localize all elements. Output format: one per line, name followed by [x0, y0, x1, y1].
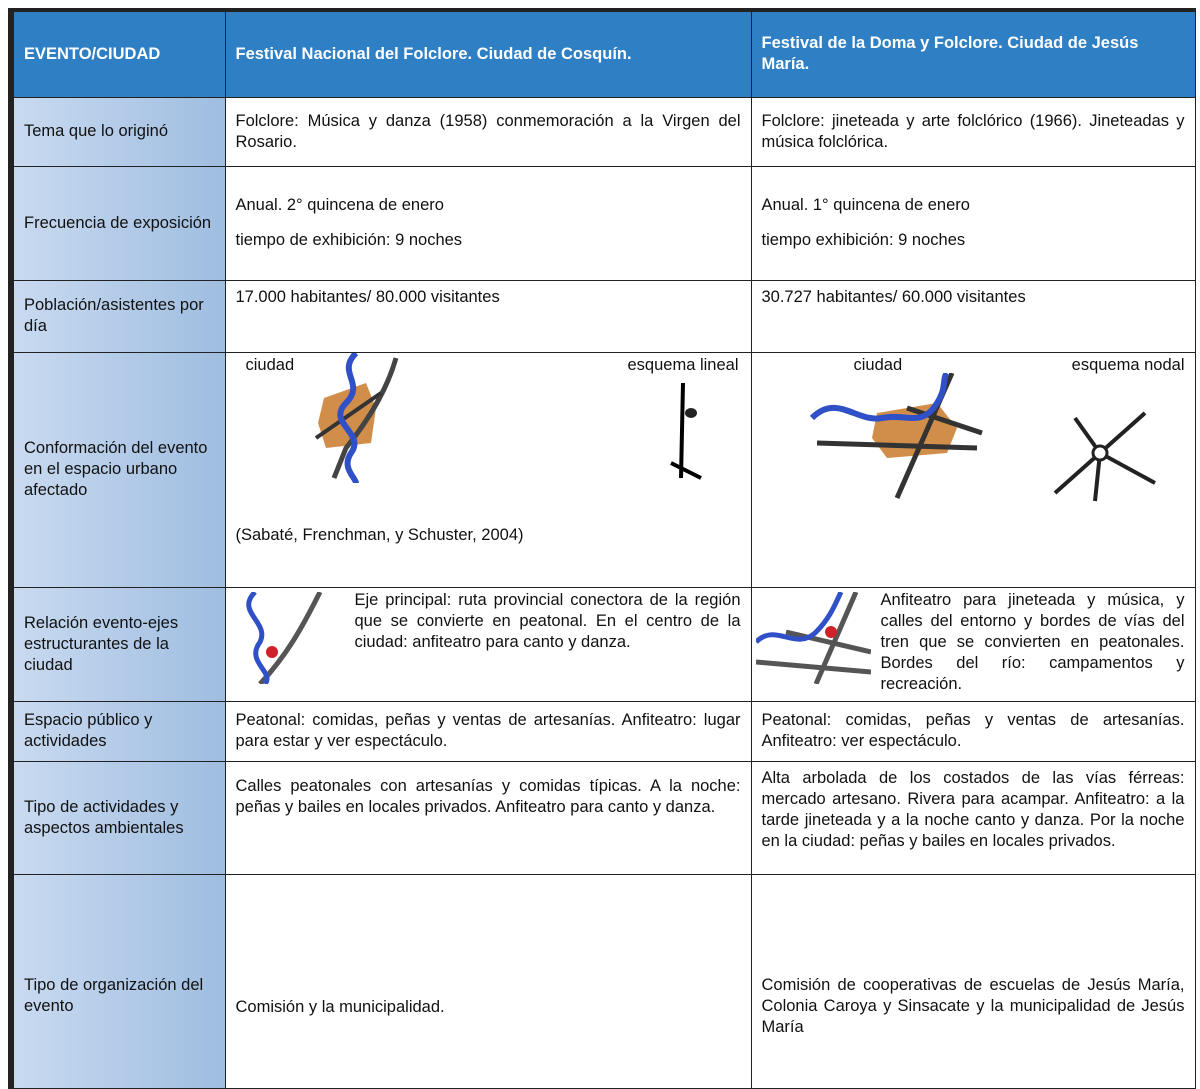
row: Conformación del evento en el espacio ur… [10, 351, 1196, 588]
city-sketch [314, 352, 398, 483]
scheme-node [684, 407, 697, 418]
row: Población/asistentes por día 17.000 habi… [10, 279, 1196, 353]
city-sketch [809, 372, 983, 499]
cell-text: Anual. 1° quincena de enero [761, 196, 970, 214]
cell-text: 30.727 habitantes/ 60.000 visitantes [761, 287, 1026, 306]
sketch-area: ciudad esquema nodal [752, 353, 1195, 573]
row-label: Tipo de organización del evento [10, 873, 226, 1089]
cell-text: Anfiteatro para jineteada y música, y ca… [880, 590, 1185, 693]
road [755, 591, 871, 684]
nodal-scheme [1053, 411, 1156, 501]
row-label: Población/asistentes por día [10, 279, 226, 353]
cell: 30.727 habitantes/ 60.000 visitantes [750, 279, 1196, 353]
cell-text: tiempo de exhibición: 9 noches [235, 231, 463, 249]
cell: Calles peatonales con artesanías y comid… [224, 760, 752, 875]
cell: Anual. 2° quincena de enero tiempo de exh… [224, 165, 752, 281]
cell: ciudad esquema lineal (Sabaté, Frenchman… [224, 351, 752, 588]
row-label: Espacio público y actividades [10, 700, 226, 762]
cell: Anfiteatro para jineteada y música, y ca… [750, 586, 1196, 702]
cell-text: Anual. 2° quincena de enero [235, 196, 444, 214]
cell-text: Alta arbolada de los costados de las vía… [761, 768, 1185, 850]
river [336, 352, 359, 483]
cell: Comisión de cooperativas de escuelas de … [750, 873, 1196, 1089]
river [755, 591, 843, 644]
amphitheatre [265, 645, 278, 658]
cell: ciudad esquema nodal [750, 351, 1196, 588]
row: Espacio público y actividades Peatonal: … [10, 700, 1196, 762]
sketch-label: esquema nodal [1071, 355, 1185, 374]
row: Tipo de actividades y aspectos ambiental… [10, 760, 1196, 875]
cell-text: Calles peatonales con artesanías y comid… [235, 776, 741, 816]
row: Tema que lo originó Folclore: Música y d… [10, 96, 1196, 167]
road [331, 356, 398, 479]
citation: (Sabaté, Frenchman, y Schuster, 2004) [235, 525, 524, 544]
cell-text: 17.000 habitantes/ 80.000 visitantes [235, 287, 500, 306]
row-label: Tema que lo originó [10, 96, 226, 167]
cell: 17.000 habitantes/ 80.000 visitantes [224, 279, 752, 353]
scheme-line [669, 382, 702, 480]
cell: Comisión y la municipalidad. [224, 873, 752, 1089]
cell: Eje principal: ruta provincial conectora… [224, 586, 752, 702]
cell-text: Peatonal: comidas, peñas y ventas de art… [235, 711, 741, 750]
cell: Folclore: jineteada y arte folclórico (1… [750, 96, 1196, 167]
sketch-label: esquema lineal [627, 355, 739, 374]
cell: Folclore: Música y danza (1958) conmemor… [224, 96, 752, 167]
cell-text: Comisión y la municipalidad. [235, 997, 445, 1016]
cell: Peatonal: comidas, peñas y ventas de art… [224, 700, 752, 762]
cell: Alta arbolada de los costados de las vía… [750, 760, 1196, 875]
sketch-label: ciudad [245, 355, 295, 374]
scheme-node [1091, 444, 1108, 461]
cell-text: Folclore: jineteada y arte folclórico (1… [761, 111, 1185, 151]
river [245, 591, 269, 684]
amphitheatre [824, 625, 837, 638]
header-cell: Festival Nacional del Folclore. Ciudad d… [224, 9, 752, 98]
sketch-label: ciudad [853, 355, 903, 374]
row: Frecuencia de exposición Anual. 2° quinc… [10, 165, 1196, 281]
comparison-table: EVENTO/CIUDAD Festival Nacional del Folc… [8, 8, 1196, 1089]
row-label: Conformación del evento en el espacio ur… [10, 351, 226, 588]
axis-sketch [245, 591, 322, 684]
row-label: Tipo de actividades y aspectos ambiental… [10, 760, 226, 875]
header-cell: EVENTO/CIUDAD [10, 9, 226, 98]
road [257, 591, 322, 684]
row: Tipo de organización del evento Comisión… [10, 873, 1196, 1089]
cell-text: Comisión de cooperativas de escuelas de … [761, 975, 1185, 1036]
row: Relación evento-ejes estructurantes de l… [10, 586, 1196, 702]
cell: Peatonal: comidas, peñas y ventas de art… [750, 700, 1196, 762]
axis-sketch [755, 591, 871, 684]
cell-text: Peatonal: comidas, peñas y ventas de art… [761, 711, 1185, 750]
scheme-line [1053, 411, 1156, 501]
row-label: Frecuencia de exposición [10, 165, 226, 281]
cell-text: Folclore: Música y danza (1958) conmemor… [235, 111, 741, 151]
river [809, 372, 949, 422]
cell: Anual. 1° quincena de enero tiempo exhibi… [750, 165, 1196, 281]
header-row: EVENTO/CIUDAD Festival Nacional del Folc… [10, 9, 1196, 98]
linear-scheme [669, 382, 702, 480]
sketch-area: ciudad esquema lineal (Sabaté, Frenchman… [226, 352, 751, 573]
road [314, 390, 382, 440]
row-label: Relación evento-ejes estructurantes de l… [10, 586, 226, 702]
header-cell: Festival de la Doma y Folclore. Ciudad d… [750, 9, 1196, 98]
cell-text: Eje principal: ruta provincial conectora… [354, 590, 741, 651]
cell-text: tiempo exhibición: 9 noches [761, 231, 966, 249]
